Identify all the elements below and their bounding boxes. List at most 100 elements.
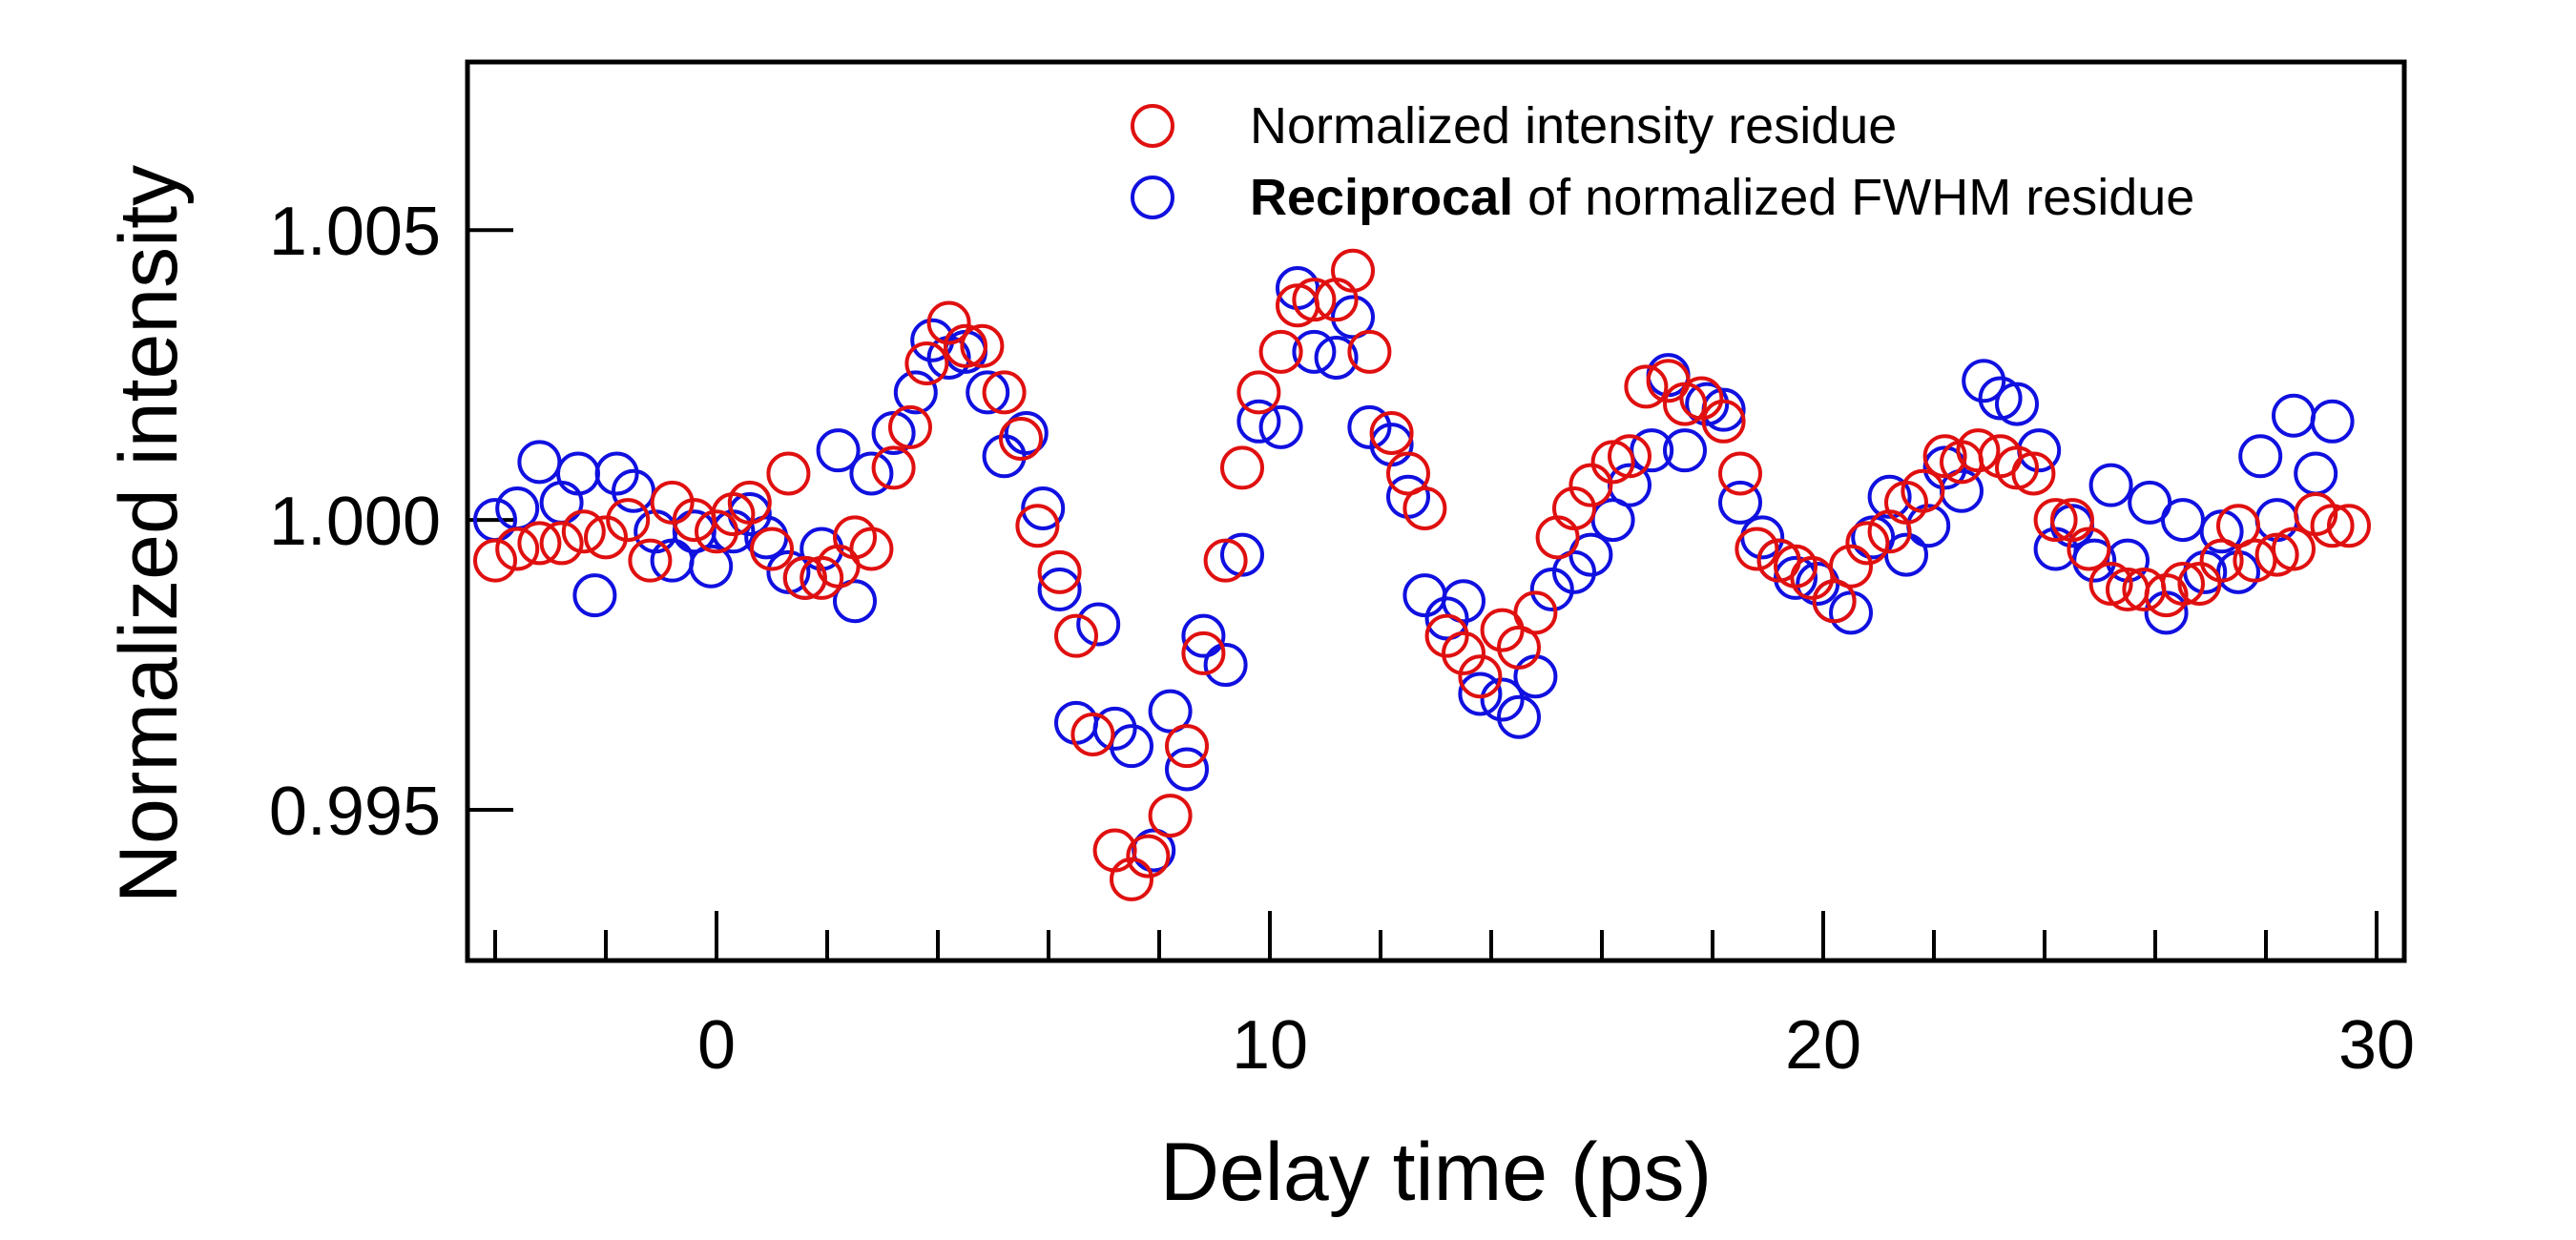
x-tick-label: 30: [2338, 1007, 2415, 1084]
data-point: [1292, 278, 1337, 322]
data-point: [1790, 555, 1835, 600]
data-point: [893, 370, 938, 415]
data-point: [2067, 527, 2111, 571]
data-point: [2327, 504, 2371, 548]
legend-marker-intensity: [1131, 104, 1174, 148]
y-axis-label: Normalized intensity: [103, 165, 195, 903]
data-point: [1220, 445, 1264, 490]
data-point: [1092, 706, 1137, 751]
data-point: [1015, 504, 1060, 548]
data-point: [606, 498, 651, 543]
data-point: [966, 370, 1010, 415]
data-point: [2233, 538, 2277, 583]
data-point: [1004, 410, 1049, 455]
data-point: [1845, 521, 1890, 566]
data-point: [517, 521, 562, 566]
data-point: [982, 434, 1027, 479]
data-point: [2199, 538, 2244, 583]
data-point: [1497, 694, 1541, 739]
y-tick-label: 0.995: [269, 774, 441, 850]
data-point: [782, 555, 827, 600]
data-point: [999, 417, 1043, 462]
data-point: [982, 370, 1027, 415]
data-point: [1037, 568, 1082, 612]
data-point: [1165, 724, 1209, 769]
data-point: [473, 538, 517, 583]
data-point: [594, 451, 639, 496]
x-axis-ticks: 0 10 20 30: [493, 911, 2415, 1084]
data-point: [1148, 689, 1193, 734]
data-point: [1442, 579, 1485, 624]
data-point: [1701, 399, 1746, 444]
data-point: [1070, 712, 1115, 756]
data-point: [1735, 527, 1779, 571]
data-point: [495, 527, 540, 571]
data-point: [1236, 370, 1281, 415]
data-point: [2272, 527, 2316, 571]
data-point: [1679, 376, 1724, 421]
data-point: [584, 515, 628, 560]
data-point: [2011, 451, 2056, 496]
legend: Normalized intensity residue Reciprocal …: [1131, 97, 2194, 226]
data-point: [2161, 561, 2205, 606]
legend-label-fwhm-bold: Reciprocal: [1250, 169, 1513, 226]
legend-label-fwhm-rest: of normalized FWHM residue: [1513, 169, 2194, 226]
data-point: [628, 538, 673, 583]
data-point: [1630, 428, 1674, 473]
data-point: [695, 509, 738, 554]
data-point: [1590, 498, 1635, 543]
data-point: [1203, 643, 1248, 688]
legend-label-fwhm: Reciprocal of normalized FWHM residue: [1250, 169, 2194, 226]
data-point: [1956, 428, 2001, 473]
data-point: [1110, 724, 1153, 769]
y-axis-ticks: 0.995 1.000 1.005: [269, 194, 513, 850]
data-point: [1513, 590, 1558, 635]
data-point: [1347, 404, 1392, 449]
data-point: [766, 451, 811, 496]
data-point: [1480, 677, 1525, 722]
data-point: [750, 527, 794, 571]
data-point: [1236, 399, 1281, 444]
data-point: [650, 480, 695, 525]
data-point: [1458, 654, 1503, 699]
data-point: [727, 480, 772, 525]
plot-frame: [465, 59, 2407, 963]
data-point: [1054, 613, 1098, 658]
data-point: [1258, 404, 1303, 449]
data-point: [689, 544, 734, 589]
data-point: [871, 445, 916, 490]
data-point: [904, 341, 949, 386]
data-point: [1663, 428, 1707, 473]
data-point: [2216, 504, 2260, 548]
data-point: [944, 323, 987, 368]
data-point: [1812, 579, 1857, 624]
data-point: [833, 579, 877, 624]
data-point: [495, 486, 540, 530]
y-tick-label: 1.005: [269, 194, 441, 270]
data-point: [1181, 613, 1226, 658]
data-point: [1901, 468, 1945, 513]
data-point: [1718, 480, 1762, 525]
y-tick-label: 1.000: [269, 484, 441, 560]
data-point: [1037, 549, 1082, 594]
data-markers: [473, 248, 2371, 901]
data-point: [1458, 672, 1503, 716]
data-point: [1568, 463, 1613, 507]
data-point: [1402, 486, 1447, 530]
data-point: [960, 323, 1005, 368]
data-point: [612, 468, 655, 513]
data-point: [849, 527, 894, 571]
data-point: [910, 318, 955, 362]
data-point: [1552, 486, 1596, 530]
data-point: [1552, 549, 1596, 594]
data-point: [1386, 451, 1430, 496]
data-point: [1126, 834, 1171, 878]
data-point: [816, 428, 861, 473]
data-point: [556, 451, 600, 496]
x-tick-label: 0: [697, 1007, 736, 1084]
data-point: [1347, 329, 1392, 374]
data-point: [2272, 393, 2316, 438]
data-point: [2161, 498, 2205, 543]
data-point: [1402, 573, 1447, 618]
